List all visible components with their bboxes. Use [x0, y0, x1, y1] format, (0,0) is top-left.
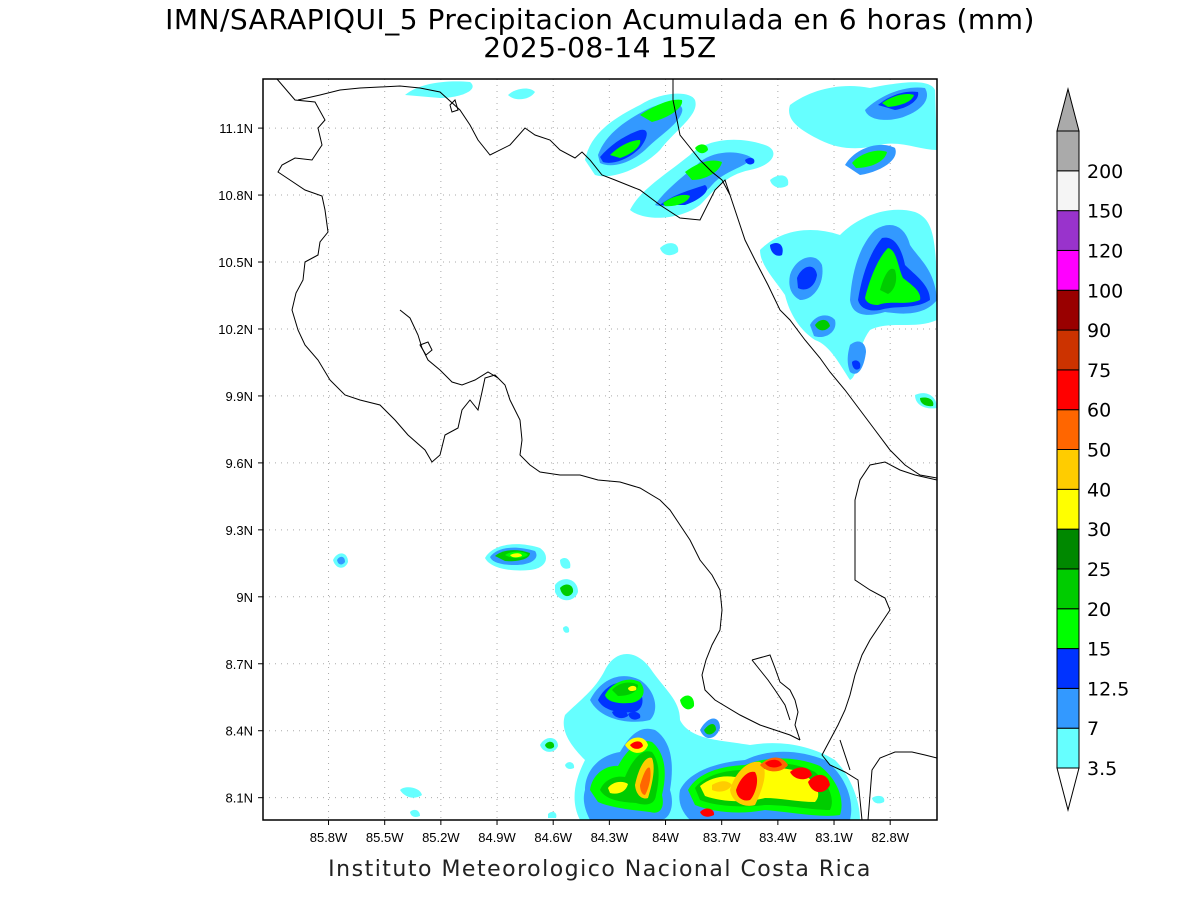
lat-tick-label: 9.3N [226, 523, 253, 538]
precip-blob [630, 139, 774, 218]
colorbar-label: 7 [1087, 718, 1099, 740]
colorbar-swatch [1056, 568, 1080, 610]
colorbar-swatch [1056, 210, 1080, 251]
colorbar-label: 30 [1087, 519, 1111, 541]
precip-blob [333, 544, 578, 633]
map-subtitle-date: 2025-08-14 15Z [483, 31, 717, 64]
colorbar-label: 150 [1087, 201, 1123, 223]
lon-tick-label: 83.7W [703, 830, 741, 845]
lat-tick-label: 11.1N [219, 121, 253, 136]
lat-tick-label: 8.1N [226, 791, 253, 806]
colorbar-label: 12.5 [1087, 678, 1129, 700]
precip-blob [760, 209, 937, 409]
lon-tick-label: 85.8W [310, 830, 348, 845]
longitude-axis: 85.8W 85.5W 85.2W 84.9W 84.6W 84.3W 84W 83.7W 83… [310, 820, 910, 845]
colorbar-label: 100 [1087, 280, 1123, 302]
colorbar-under-arrow [1056, 767, 1080, 812]
colorbar-swatch [1056, 170, 1080, 212]
colorbar-swatch [1056, 449, 1080, 490]
colorbar-legend: 3.5 7 12.5 15 20 25 30 40 50 60 75 90 100 120 150 200 [1056, 87, 1129, 812]
lon-tick-label: 83.4W [759, 830, 797, 845]
lon-tick-label: 82.8W [871, 830, 909, 845]
colorbar-swatch [1056, 289, 1080, 331]
map-frame [262, 78, 938, 821]
lat-tick-label: 9N [236, 590, 253, 605]
lon-tick-label: 85.2W [422, 830, 460, 845]
colorbar-swatch [1056, 369, 1080, 411]
lat-tick-label: 8.7N [226, 657, 253, 672]
precipitation-field [333, 81, 937, 820]
precip-blob [585, 93, 696, 177]
coastlines [276, 79, 937, 820]
colorbar-label: 50 [1087, 440, 1111, 462]
colorbar-label: 200 [1087, 161, 1123, 183]
colorbar-swatch [1056, 727, 1080, 769]
lat-tick-label: 10.2N [218, 322, 253, 337]
lat-tick-label: 10.5N [218, 255, 253, 270]
lat-tick-label: 9.6N [226, 456, 253, 471]
lat-tick-label: 9.9N [226, 389, 253, 404]
colorbar-swatch [1056, 608, 1080, 650]
colorbar-label: 90 [1087, 320, 1111, 342]
colorbar-label: 25 [1087, 559, 1111, 581]
colorbar-swatch [1056, 528, 1080, 570]
lon-tick-label: 84.9W [478, 830, 516, 845]
footer-credit: Instituto Meteorologico Nacional Costa R… [328, 857, 872, 882]
colorbar-label: 3.5 [1087, 758, 1117, 780]
lon-tick-label: 83.1W [815, 830, 853, 845]
colorbar-swatch [1056, 409, 1080, 450]
latitude-axis: 11.1N 10.8N 10.5N 10.2N 9.9N 9.6N 9.3N 9N 8.7N 8.… [218, 121, 263, 806]
colorbar-label: 20 [1087, 599, 1111, 621]
lon-tick-label: 84W [652, 830, 679, 845]
colorbar-swatch [1056, 130, 1080, 172]
colorbar-swatch [1056, 648, 1080, 689]
colorbar-label: 40 [1087, 479, 1111, 501]
colorbar-label: 75 [1087, 360, 1111, 382]
colorbar-swatch [1056, 488, 1080, 530]
lon-tick-label: 84.6W [534, 830, 572, 845]
lat-tick-label: 10.8N [218, 188, 253, 203]
lat-tick-label: 8.4N [226, 724, 253, 739]
colorbar-label: 60 [1087, 400, 1111, 422]
precip-blob [405, 81, 937, 256]
precip-blob [400, 653, 885, 820]
lon-tick-label: 85.5W [366, 830, 404, 845]
lon-tick-label: 84.3W [591, 830, 629, 845]
colorbar-swatch [1056, 687, 1080, 729]
map-title: IMN/SARAPIQUI_5 Precipitacion Acumulada … [165, 3, 1035, 36]
colorbar-label: 15 [1087, 639, 1111, 661]
colorbar-over-arrow [1056, 87, 1080, 132]
colorbar-swatch [1056, 249, 1080, 291]
colorbar-swatch [1056, 329, 1080, 371]
colorbar-label: 120 [1087, 240, 1123, 262]
